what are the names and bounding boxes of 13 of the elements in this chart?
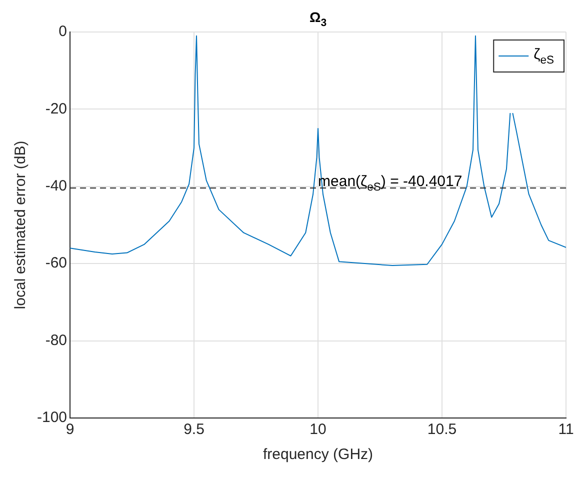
y-tick-label: -80 [45, 332, 68, 349]
x-tick-label: 9.5 [184, 421, 204, 438]
y-tick-label: -60 [45, 254, 68, 272]
x-tick-label: 9 [66, 421, 74, 438]
x-tick-label: 11 [558, 421, 574, 438]
x-tick-label: 10.5 [427, 421, 457, 438]
y-tick-label: -100 [36, 409, 68, 426]
y-tick-label: -20 [45, 100, 68, 118]
y-tick-label: 0 [58, 23, 68, 40]
x-tick-label: 10 [310, 421, 326, 438]
y-axis-title: local estimated error (dB) [12, 140, 30, 310]
y-tick-label: -40 [45, 178, 68, 195]
x-axis-title: frequency (GHz) [262, 446, 374, 464]
